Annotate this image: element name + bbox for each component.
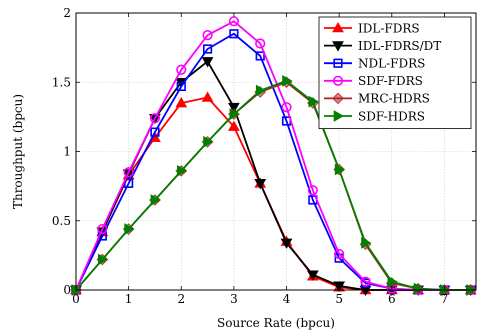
data-point [307, 185, 318, 196]
data-point [97, 223, 108, 235]
data-point [229, 108, 240, 120]
legend-marker [332, 75, 344, 86]
data-point [360, 276, 371, 287]
y-tick-label: 1 [63, 145, 71, 159]
data-point [280, 238, 293, 249]
data-point [387, 275, 398, 288]
series-lines [70, 16, 477, 297]
x-tick-label: 2 [177, 292, 185, 306]
x-tick-label: 3 [230, 292, 238, 306]
y-axis-label: Throughput (bpcu) [11, 94, 25, 209]
data-point [281, 102, 292, 113]
legend-entry: IDL-FDRS [324, 21, 420, 35]
legend-entry: IDL-FDRS/DT [324, 39, 441, 53]
legend-marker [332, 92, 344, 105]
y-tick-label: 2 [63, 6, 71, 20]
data-point [334, 248, 345, 260]
x-tick-label: 6 [388, 292, 396, 306]
y-tick-label: 1.5 [52, 75, 71, 89]
plot-frame [75, 12, 477, 291]
data-point [149, 113, 161, 124]
legend: IDL-FDRS IDL-FDRS/DT NDL-FDRS SDF-FDRS MRC-H… [318, 16, 472, 129]
data-point [361, 237, 372, 249]
legend-marker [333, 58, 343, 68]
x-tick-label: 5 [335, 292, 343, 306]
legend-entry: MRC-HDRS [324, 92, 430, 106]
data-point [176, 81, 186, 92]
x-tick-label: 7 [441, 292, 449, 306]
legend-marker [333, 110, 345, 122]
data-point [334, 163, 346, 176]
data-point [202, 44, 213, 54]
data-point [201, 91, 214, 102]
data-point [203, 135, 214, 148]
legend-label: MRC-HDRS [358, 92, 430, 106]
data-point [306, 270, 319, 281]
data-point [175, 97, 188, 108]
data-point [98, 253, 109, 266]
series-line [75, 20, 471, 291]
series-line [75, 79, 471, 291]
data-point [308, 95, 319, 108]
data-point [176, 165, 188, 177]
x-axis-label: Source Rate (bpcu) [217, 316, 335, 330]
legend-marker [332, 21, 344, 33]
data-point [282, 74, 293, 87]
y-tick-label: 0 [63, 283, 71, 297]
data-point [255, 38, 266, 49]
data-point [228, 16, 239, 27]
x-tick-label: 4 [283, 292, 291, 306]
legend-label: IDL-FDRS [358, 21, 420, 35]
legend-label: IDL-FDRS/DT [358, 39, 441, 53]
data-point [255, 51, 265, 61]
data-point [176, 64, 187, 75]
axes: 0 1 2 3 4 5 6 7 0 0.5 1 1.5 2 [52, 6, 477, 306]
data-point [150, 194, 161, 206]
y-tick-label: 0.5 [52, 214, 71, 228]
data-point [254, 179, 267, 190]
data-point [255, 84, 267, 97]
legend-label: SDF-HDRS [358, 109, 425, 123]
legend-label: NDL-FDRS [358, 57, 425, 71]
data-point [228, 102, 240, 114]
data-point [202, 30, 213, 41]
data-point [228, 120, 240, 131]
x-tick-label: 0 [72, 292, 80, 306]
data-point [123, 167, 134, 178]
legend-label: SDF-FDRS [358, 74, 423, 88]
data-point [413, 282, 425, 295]
data-point [124, 178, 134, 188]
series-sdf-hdrs [71, 74, 477, 296]
data-point [150, 127, 160, 137]
data-point [229, 29, 239, 39]
legend-entry: SDF-HDRS [324, 109, 425, 123]
x-tick-label: 1 [125, 292, 133, 306]
data-point [201, 57, 214, 68]
legend-entry: NDL-FDRS [324, 57, 425, 71]
legend-entry: SDF-FDRS [324, 74, 423, 88]
data-point [124, 223, 135, 235]
legend-marker [332, 41, 344, 52]
legend-box [318, 16, 472, 129]
